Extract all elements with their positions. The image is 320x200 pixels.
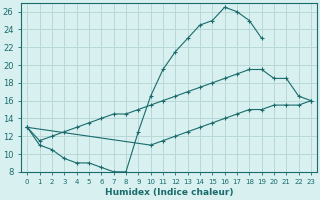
X-axis label: Humidex (Indice chaleur): Humidex (Indice chaleur) [105,188,233,197]
